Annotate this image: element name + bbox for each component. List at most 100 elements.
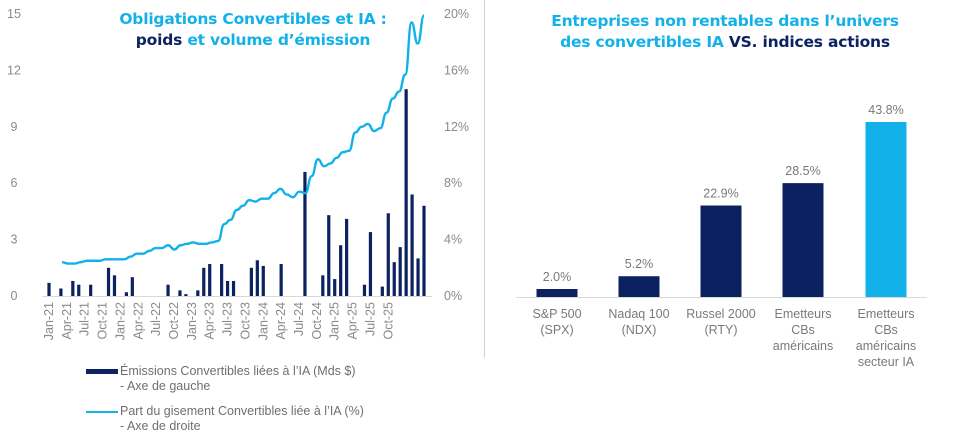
bar-value-label: 22.9% [703, 187, 738, 201]
x-axis-tick-label: Oct-23 [238, 302, 252, 340]
emission-bar [416, 258, 420, 296]
x-axis-tick-label: Jul-22 [149, 302, 163, 336]
left-axis-tick-label: 6 [11, 176, 18, 190]
left-axis-tick-label: 9 [11, 120, 18, 134]
legend-bar-swatch-icon [86, 369, 118, 374]
category-label: Emetteurs [775, 307, 832, 321]
x-axis-tick-label: Jul-24 [292, 302, 306, 336]
x-axis-tick-label: Jul-21 [78, 302, 92, 336]
category-label: américains [856, 339, 916, 353]
x-axis-tick-label: Oct-21 [96, 302, 110, 340]
legend-line-label: Part du gisement Convertibles liée à l’I… [120, 404, 364, 418]
category-label: Emetteurs [858, 307, 915, 321]
emission-bar [202, 267, 206, 296]
emission-bar [59, 288, 63, 296]
right-axis-tick-label: 8% [444, 176, 462, 190]
right-chart: 2.0% S&P 500 (SPX) 5.2% Nadaq 100 (NDX) 22.9% R… [516, 103, 927, 369]
right-chart-title: Entreprises non rentables dans l’univers… [520, 11, 930, 53]
x-axis-tick-label: Apr-23 [203, 302, 217, 340]
emission-bar [410, 194, 414, 296]
x-axis-tick-label: Jan-24 [256, 302, 270, 340]
emission-bar [398, 247, 402, 296]
emission-bar [71, 280, 75, 296]
bar-value-label: 2.0% [543, 270, 572, 284]
left-title-line1: Obligations Convertibles et IA : [119, 10, 387, 28]
x-axis-tick-label: Oct-25 [381, 302, 395, 340]
x-axis-tick-label: Jan-22 [113, 302, 127, 340]
right-axis-tick-label: 12% [444, 120, 469, 134]
unprofitable-share-bar [782, 183, 824, 297]
left-title-rest: et volume d’émission [182, 31, 371, 49]
left-axis-tick-label: 3 [11, 233, 18, 247]
emission-bar [392, 262, 396, 296]
x-axis-tick-label: Apr-21 [60, 302, 74, 340]
emission-bar [208, 264, 212, 296]
emission-bar [89, 284, 93, 296]
emission-bar [231, 280, 236, 296]
emission-bar [345, 218, 349, 296]
category-label: (NDX) [622, 323, 657, 337]
category-label: secteur IA [858, 355, 915, 369]
legend-bars-label: Émissions Convertibles liées à l’IA (Mds… [120, 364, 356, 378]
legend-bars-sublabel: - Axe de gauche [120, 379, 211, 393]
emission-bar [196, 290, 200, 296]
emission-bar [112, 275, 117, 296]
chart-divider [484, 0, 485, 358]
x-axis-tick-label: Apr-22 [131, 302, 145, 340]
x-axis-tick-label: Jan-23 [185, 302, 199, 340]
emission-bar [166, 284, 170, 296]
unprofitable-share-bar [700, 205, 742, 297]
x-axis-tick-label: Oct-22 [167, 302, 181, 340]
category-label: Nadaq 100 [608, 307, 669, 321]
left-axis-tick-label: 0 [11, 289, 18, 303]
category-label: (RTY) [704, 323, 737, 337]
left-axis-tick-label: 12 [7, 63, 21, 77]
emission-bar [255, 260, 259, 296]
emission-bar [178, 290, 182, 296]
unprofitable-share-bar [536, 289, 578, 297]
emission-bar [333, 279, 337, 296]
unprofitable-share-bar [865, 122, 907, 297]
right-title-line2-light: des convertibles IA [560, 33, 729, 51]
x-axis-tick-label: Jan-21 [42, 302, 56, 340]
emission-bar [422, 205, 426, 296]
category-label: CBs [874, 323, 898, 337]
emission-bar [321, 275, 325, 296]
category-label: CBs [791, 323, 815, 337]
category-label: (SPX) [540, 323, 573, 337]
category-label: Russel 2000 [686, 307, 756, 321]
emission-bar [47, 282, 51, 296]
x-axis-tick-label: Jul-25 [363, 302, 377, 336]
emission-bar [225, 280, 230, 296]
right-axis-tick-label: 0% [444, 289, 462, 303]
emission-bar [339, 245, 343, 296]
x-axis-tick-label: Oct-24 [310, 302, 324, 340]
x-axis-tick-label: Apr-25 [346, 302, 360, 340]
emission-bar [220, 264, 224, 296]
right-axis-tick-label: 16% [444, 63, 469, 77]
unprofitable-share-bar [618, 276, 660, 297]
emission-bar [362, 284, 367, 296]
emission-bar [261, 265, 265, 296]
emission-bar [327, 215, 331, 296]
legend-line-sublabel: - Axe de droite [120, 419, 201, 433]
category-label: américains [773, 339, 833, 353]
emission-bar [184, 294, 188, 296]
x-axis-tick-label: Jul-23 [221, 302, 235, 336]
right-title-line2-dark: VS. indices actions [728, 33, 890, 51]
left-chart-title: Obligations Convertibles et IA : poids e… [108, 9, 398, 51]
emission-bar [106, 267, 111, 296]
right-axis-tick-label: 4% [444, 233, 462, 247]
legend-line-swatch-icon [86, 411, 118, 413]
ai-share-line [61, 14, 426, 265]
x-axis-tick-label: Jan-25 [328, 302, 342, 340]
emission-bar [124, 292, 128, 296]
right-axis-tick-label: 20% [444, 7, 469, 21]
left-axis-tick-label: 15 [7, 7, 21, 21]
emission-bar [130, 277, 134, 296]
left-chart: 0 3 6 9 12 15 0% 4% 8% 12% 16% 20% Jan-21 Apr-21 Jul-2… [7, 7, 469, 340]
left-title-poids: poids [135, 31, 183, 49]
emission-bar [380, 286, 384, 296]
emission-bar [368, 232, 373, 296]
